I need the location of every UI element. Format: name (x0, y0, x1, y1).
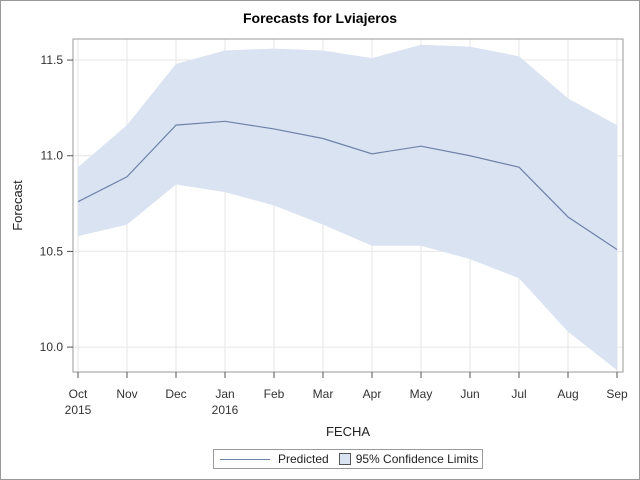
confidence-band-layer (78, 44, 617, 371)
x-tick-label: Jun (460, 387, 479, 401)
y-tick-label: 11.0 (41, 149, 64, 163)
x-tick-label: Apr (363, 387, 382, 401)
x-tick-label: Jul (511, 387, 526, 401)
legend-confidence-label: 95% Confidence Limits (355, 452, 479, 466)
x-tick-label: Aug (557, 387, 578, 401)
confidence-band (78, 44, 617, 371)
x-axis: Oct 2015 Nov Dec Jan 2016 Feb Mar Apr May Jun Jul Au… (65, 372, 628, 417)
x-tick-label: May (410, 387, 433, 401)
x-tick-label: Jan (215, 387, 234, 401)
x-tick-label: Nov (116, 387, 137, 401)
x-tick-label: Feb (264, 387, 285, 401)
predicted-line (77, 120, 618, 251)
legend-line-swatch (220, 458, 270, 460)
y-tick-label: 10.5 (40, 244, 64, 258)
x-tick-year-label: 2016 (212, 403, 239, 417)
x-tick-label: Mar (313, 387, 334, 401)
x-tick-label: Dec (165, 387, 186, 401)
legend: Predicted 95% Confidence Limits (213, 449, 483, 469)
chart-title: Forecasts for Lviajeros (242, 10, 398, 26)
y-axis: 10.0 10.5 11.0 11.5 (40, 53, 73, 354)
x-tick-year-label: 2015 (65, 403, 92, 417)
y-axis-label: Forecast (10, 180, 25, 231)
x-tick-label: Oct (69, 387, 88, 401)
x-axis-label: FECHA (326, 424, 370, 439)
y-tick-label: 10.0 (40, 340, 64, 354)
predicted-line-layer (77, 120, 618, 251)
y-tick-label: 11.5 (41, 53, 64, 67)
legend-predicted-label: Predicted (278, 452, 329, 466)
plot-area-border (72, 38, 624, 373)
legend-band-swatch (338, 453, 351, 465)
x-tick-label: Sep (606, 387, 628, 401)
